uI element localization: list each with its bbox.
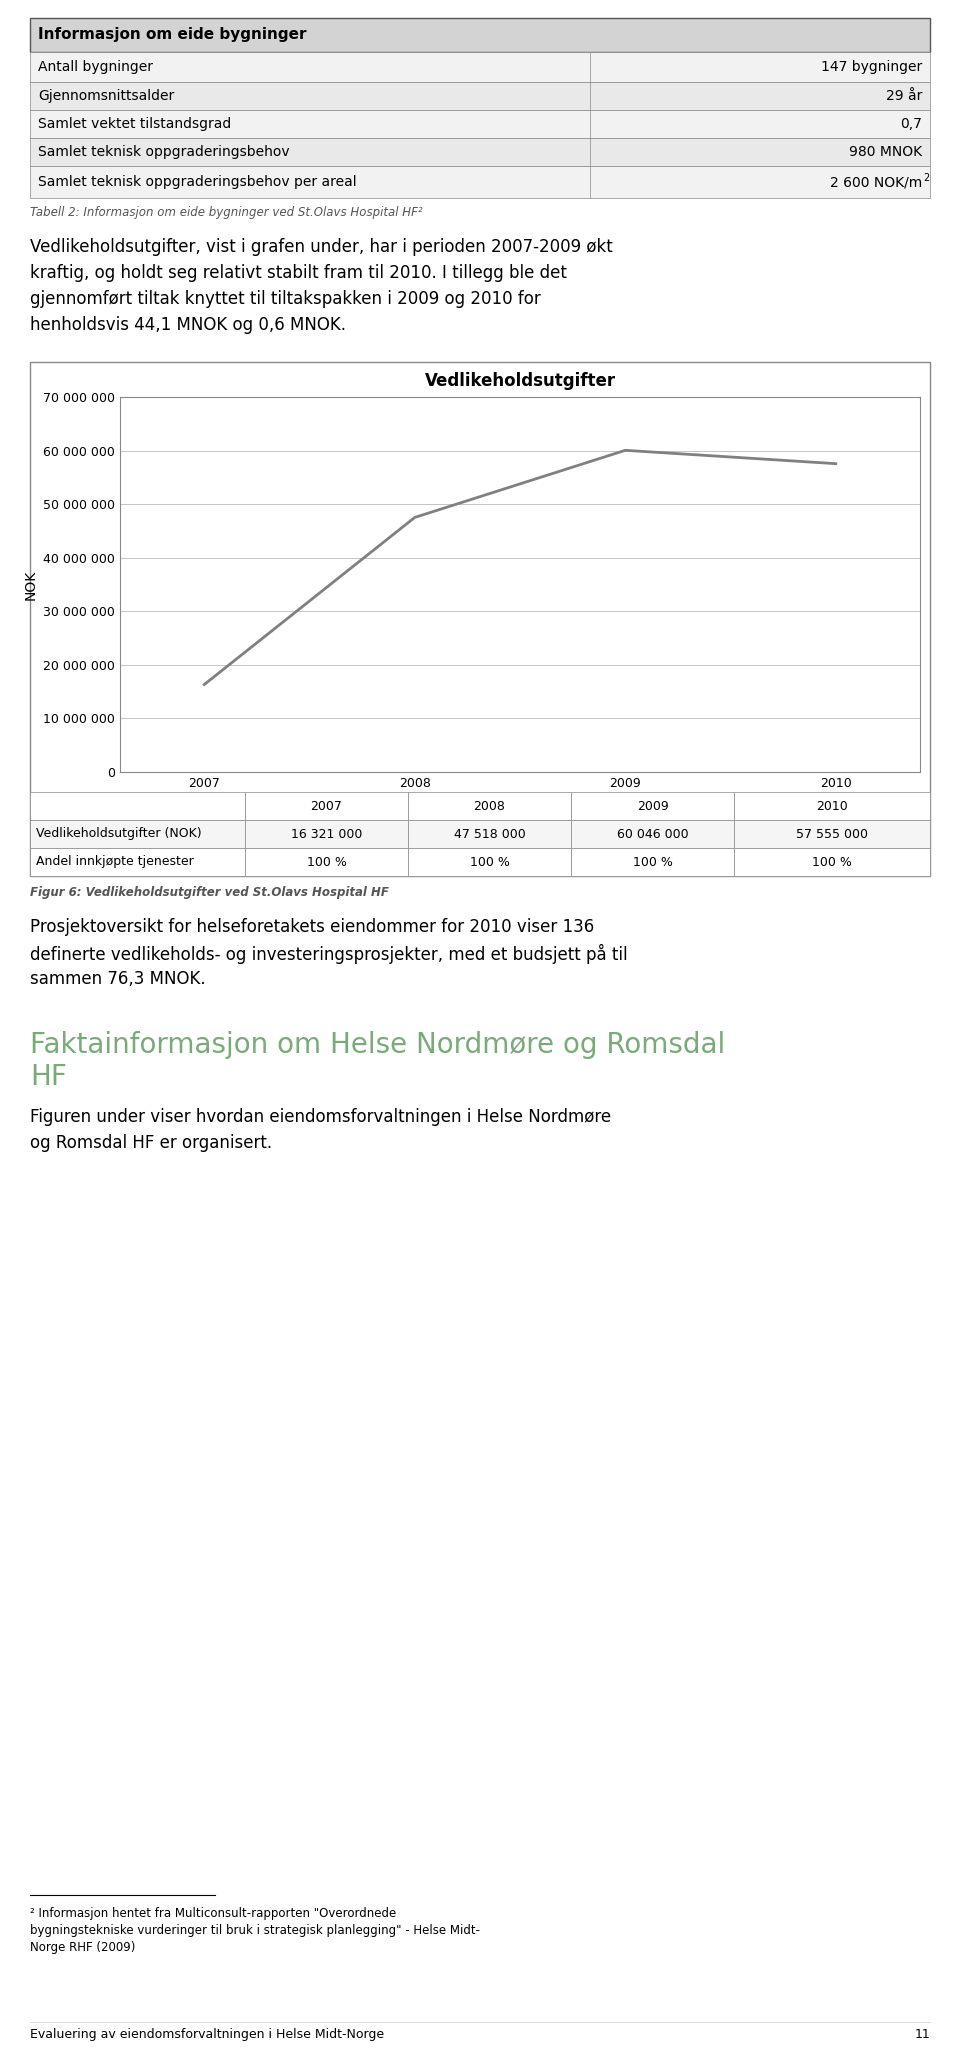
Text: Gjennomsnittsalder: Gjennomsnittsalder xyxy=(38,88,175,102)
Bar xyxy=(408,821,571,847)
Text: Vedlikeholdsutgifter (NOK): Vedlikeholdsutgifter (NOK) xyxy=(36,827,202,841)
Text: 100 %: 100 % xyxy=(469,856,510,868)
Text: sammen 76,3 MNOK.: sammen 76,3 MNOK. xyxy=(30,970,205,989)
Text: Samlet vektet tilstandsgrad: Samlet vektet tilstandsgrad xyxy=(38,117,231,131)
Bar xyxy=(30,166,930,199)
Bar xyxy=(408,847,571,876)
Bar xyxy=(245,821,408,847)
Text: Informasjon om eide bygninger: Informasjon om eide bygninger xyxy=(38,27,306,43)
Bar xyxy=(30,111,930,137)
Bar xyxy=(30,82,930,111)
Bar xyxy=(734,847,930,876)
Text: 100 %: 100 % xyxy=(812,856,852,868)
Text: 2007: 2007 xyxy=(311,800,343,813)
Text: henholdsvis 44,1 MNOK og 0,6 MNOK.: henholdsvis 44,1 MNOK og 0,6 MNOK. xyxy=(30,315,346,334)
Bar xyxy=(734,792,930,821)
Text: kraftig, og holdt seg relativt stabilt fram til 2010. I tillegg ble det: kraftig, og holdt seg relativt stabilt f… xyxy=(30,264,566,282)
Text: 57 555 000: 57 555 000 xyxy=(796,827,868,841)
Text: 2010: 2010 xyxy=(816,800,848,813)
Bar xyxy=(571,792,734,821)
Bar xyxy=(245,847,408,876)
Text: Evaluering av eiendomsforvaltningen i Helse Midt-Norge: Evaluering av eiendomsforvaltningen i He… xyxy=(30,2029,384,2041)
Bar xyxy=(30,137,930,166)
Y-axis label: NOK: NOK xyxy=(24,569,37,600)
Text: 100 %: 100 % xyxy=(633,856,672,868)
Bar xyxy=(30,362,930,876)
Bar xyxy=(30,51,930,82)
Title: Vedlikeholdsutgifter: Vedlikeholdsutgifter xyxy=(424,373,615,389)
Text: 100 %: 100 % xyxy=(306,856,347,868)
Text: Samlet teknisk oppgraderingsbehov: Samlet teknisk oppgraderingsbehov xyxy=(38,145,290,160)
Bar xyxy=(30,821,245,847)
Text: 147 bygninger: 147 bygninger xyxy=(821,59,922,74)
Text: 11: 11 xyxy=(914,2029,930,2041)
Text: 2008: 2008 xyxy=(473,800,505,813)
Bar xyxy=(30,847,245,876)
Text: 60 046 000: 60 046 000 xyxy=(616,827,688,841)
Text: Faktainformasjon om Helse Nordmøre og Romsdal: Faktainformasjon om Helse Nordmøre og Ro… xyxy=(30,1032,725,1058)
Text: Antall bygninger: Antall bygninger xyxy=(38,59,153,74)
Text: Figur 6: Vedlikeholdsutgifter ved St.Olavs Hospital HF: Figur 6: Vedlikeholdsutgifter ved St.Ola… xyxy=(30,886,389,899)
Text: Vedlikeholdsutgifter, vist i grafen under, har i perioden 2007-2009 økt: Vedlikeholdsutgifter, vist i grafen unde… xyxy=(30,237,612,256)
Bar xyxy=(571,821,734,847)
Text: 29 år: 29 år xyxy=(886,88,922,102)
Text: 2 600 NOK/m: 2 600 NOK/m xyxy=(829,174,922,188)
Text: 0,7: 0,7 xyxy=(900,117,922,131)
Text: HF: HF xyxy=(30,1062,67,1091)
Text: ² Informasjon hentet fra Multiconsult-rapporten "Overordnede: ² Informasjon hentet fra Multiconsult-ra… xyxy=(30,1908,396,1920)
Text: 2: 2 xyxy=(923,174,929,182)
Text: 980 MNOK: 980 MNOK xyxy=(849,145,922,160)
Text: bygningstekniske vurderinger til bruk i strategisk planlegging" - Helse Midt-: bygningstekniske vurderinger til bruk i … xyxy=(30,1924,480,1936)
Bar xyxy=(408,792,571,821)
Text: definerte vedlikeholds- og investeringsprosjekter, med et budsjett på til: definerte vedlikeholds- og investeringsp… xyxy=(30,944,628,964)
Bar xyxy=(30,792,245,821)
Text: gjennomført tiltak knyttet til tiltakspakken i 2009 og 2010 for: gjennomført tiltak knyttet til tiltakspa… xyxy=(30,291,540,307)
Bar xyxy=(30,18,930,51)
Text: 16 321 000: 16 321 000 xyxy=(291,827,362,841)
Text: og Romsdal HF er organisert.: og Romsdal HF er organisert. xyxy=(30,1134,272,1152)
Text: Tabell 2: Informasjon om eide bygninger ved St.Olavs Hospital HF²: Tabell 2: Informasjon om eide bygninger … xyxy=(30,207,422,219)
Text: Prosjektoversikt for helseforetakets eiendommer for 2010 viser 136: Prosjektoversikt for helseforetakets eie… xyxy=(30,917,594,935)
Bar xyxy=(245,792,408,821)
Text: Samlet teknisk oppgraderingsbehov per areal: Samlet teknisk oppgraderingsbehov per ar… xyxy=(38,174,356,188)
Text: 2009: 2009 xyxy=(636,800,668,813)
Text: Andel innkjøpte tjenester: Andel innkjøpte tjenester xyxy=(36,856,194,868)
Text: Figuren under viser hvordan eiendomsforvaltningen i Helse Nordmøre: Figuren under viser hvordan eiendomsforv… xyxy=(30,1107,612,1126)
Bar xyxy=(734,821,930,847)
Text: Norge RHF (2009): Norge RHF (2009) xyxy=(30,1941,135,1955)
Bar xyxy=(571,847,734,876)
Text: 47 518 000: 47 518 000 xyxy=(454,827,525,841)
